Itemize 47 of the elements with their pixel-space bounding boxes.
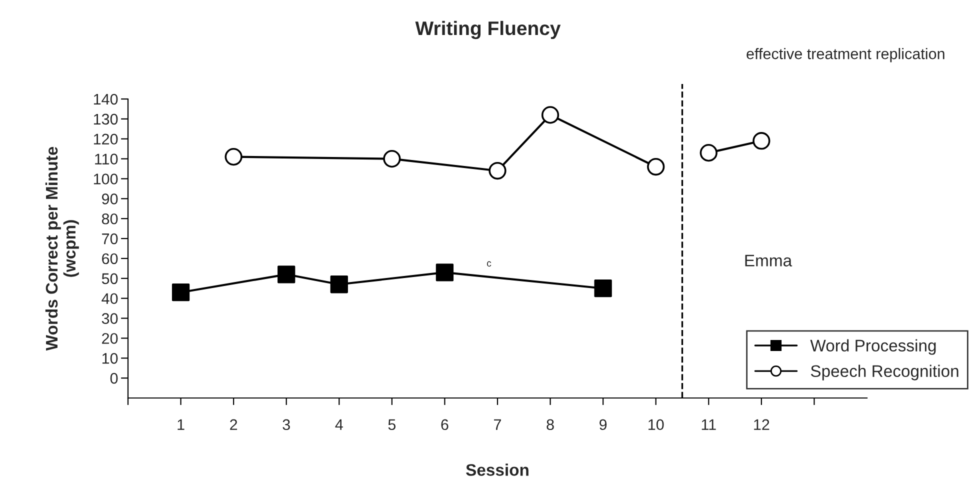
- y-tick-label: 60: [102, 253, 118, 264]
- x-tick-label: 1: [178, 419, 184, 430]
- y-tick-label: 50: [102, 273, 118, 284]
- point: [224, 148, 242, 166]
- y-tick-label: 30: [102, 313, 118, 324]
- y-tick-label: 0: [110, 372, 118, 384]
- x-axis-title: Session: [466, 464, 528, 476]
- point: [594, 280, 612, 298]
- annotation: c: [486, 261, 492, 267]
- y-tick-label: 110: [95, 154, 118, 164]
- y-tick-label: 140: [94, 94, 118, 105]
- point: [436, 264, 454, 282]
- point: [330, 276, 348, 294]
- x-tick-label: 10: [648, 419, 664, 430]
- x-tick-label: 6: [441, 419, 448, 430]
- text: effective treatment replication: [746, 48, 944, 62]
- point: [647, 158, 665, 176]
- y-tick-label: 40: [102, 293, 118, 304]
- y-tick-label: 80: [102, 213, 118, 224]
- x-tick-label: 3: [282, 419, 290, 430]
- y-tick-label: 90: [102, 194, 118, 204]
- annotation: Emma: [745, 254, 792, 266]
- x-tick-label: 5: [388, 419, 396, 430]
- point: [541, 106, 560, 124]
- legend-label: Speech Recognition: [810, 364, 958, 380]
- chart-title: Writing Fluency: [415, 20, 561, 40]
- x-tick-label: 9: [600, 419, 607, 430]
- y-tick-label: 130: [94, 114, 118, 125]
- x-tick-label: 12: [754, 419, 770, 430]
- x-tick-label: 4: [335, 419, 343, 430]
- point: [172, 284, 190, 302]
- y-tick-label: 10: [102, 353, 118, 364]
- point: [383, 150, 401, 168]
- y-tick-label: 100: [94, 174, 118, 184]
- y-tick-label: 70: [102, 233, 118, 244]
- point: [488, 162, 506, 180]
- x-tick-label: 11: [702, 419, 716, 430]
- y-tick-label: 120: [94, 134, 118, 145]
- y-axis-title: Words Correct per Minute (wcpm): [45, 146, 79, 351]
- point: [752, 132, 770, 150]
- point: [278, 266, 296, 284]
- y-tick-label: 20: [102, 333, 118, 344]
- point: [700, 144, 718, 162]
- legend-label: Word Processing: [810, 339, 936, 355]
- x-tick-label: 2: [230, 419, 238, 430]
- x-tick-label: 8: [546, 419, 554, 430]
- x-tick-label: 7: [494, 419, 501, 430]
